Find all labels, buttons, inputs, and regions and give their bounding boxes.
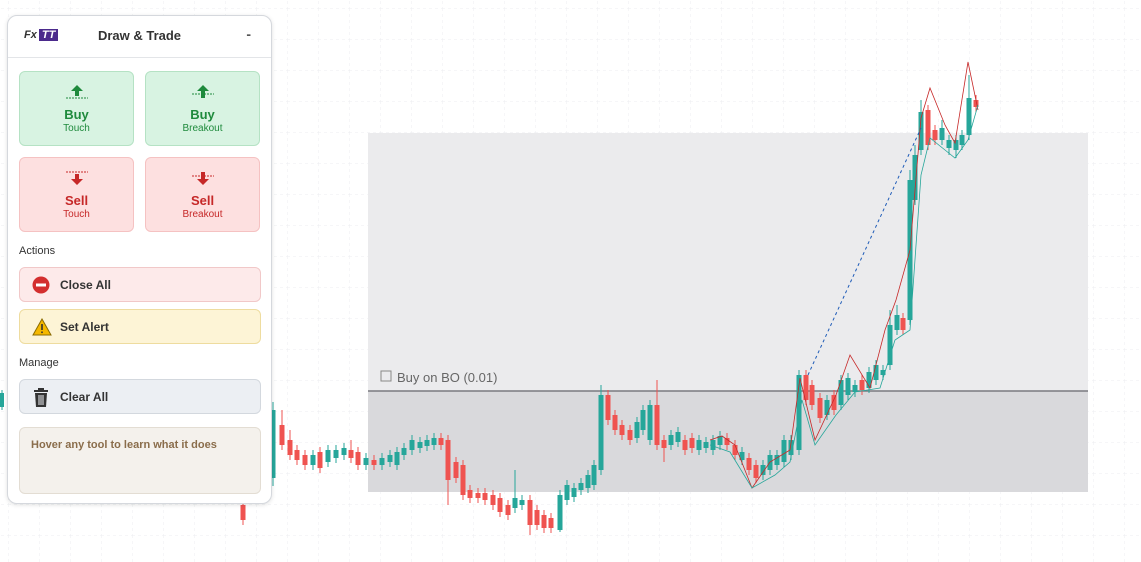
section-heading: Actions: [19, 245, 56, 257]
button-sub: Breakout: [182, 123, 223, 134]
button-sub: Touch: [63, 209, 90, 220]
icon: [191, 172, 214, 185]
panel-title: Draw & Trade: [97, 28, 182, 43]
button-sub: Touch: [63, 123, 90, 134]
icon: [32, 276, 50, 294]
button-label: Set Alert: [60, 320, 109, 334]
order-icon: [380, 370, 392, 382]
button-label: Sell: [190, 193, 215, 208]
panel-header: Fx TT Draw & Trade -: [8, 16, 271, 58]
tool-panel: Fx TT Draw & Trade - Buy Touch Buy Breako…: [7, 15, 272, 504]
button-label: Buy: [190, 107, 215, 122]
logo-prefix: Fx: [24, 29, 37, 41]
button-label: Sell: [64, 193, 89, 208]
sell-touch-button[interactable]: Sell Touch: [19, 157, 134, 232]
hint-box: Hover any tool to learn what it does: [19, 427, 261, 494]
order-label: Buy on BO (0.01): [397, 370, 497, 385]
button-label: Close All: [60, 278, 111, 292]
set-alert-button[interactable]: Set Alert: [19, 309, 261, 344]
logo: Fx TT: [24, 29, 59, 41]
logo-mark: TT: [38, 29, 59, 41]
zone-upper: [368, 133, 1088, 391]
clear-all-button[interactable]: Clear All: [19, 379, 261, 414]
sell-breakout-button[interactable]: Sell Breakout: [145, 157, 260, 232]
icon: [34, 388, 48, 407]
buy-breakout-button[interactable]: Buy Breakout: [145, 71, 260, 146]
icon: [65, 85, 88, 99]
button-sub: Breakout: [182, 209, 223, 220]
section-heading: Manage: [19, 357, 59, 369]
pattern-line: [709, 61, 979, 489]
icon: [32, 318, 52, 336]
pattern-line: [709, 104, 979, 489]
button-label: Buy: [64, 107, 89, 122]
icon: [65, 171, 88, 185]
minimize-button[interactable]: -: [246, 26, 251, 42]
icon: [191, 85, 214, 98]
close-all-button[interactable]: Close All: [19, 267, 261, 302]
button-label: Clear All: [60, 390, 109, 404]
buy-touch-button[interactable]: Buy Touch: [19, 71, 134, 146]
